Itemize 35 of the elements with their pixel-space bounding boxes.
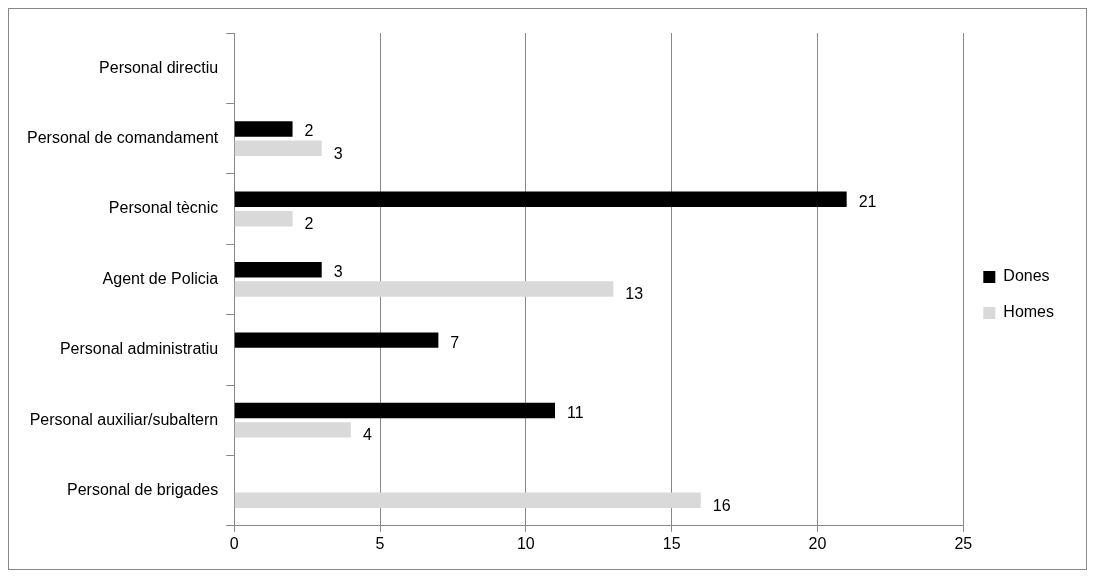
bar [234,121,293,137]
data-label: 11 [567,403,584,421]
x-tick-label: 15 [662,534,681,552]
y-tick-label: Personal de brigades [67,481,219,499]
data-label: 13 [625,285,644,303]
y-tick-label: Agent de Policia [102,269,219,287]
data-label: 21 [858,192,877,210]
data-label: 4 [362,426,372,444]
data-label: 3 [333,144,343,162]
legend-label: Homes [1003,303,1055,321]
bar [234,402,556,419]
y-tick-label: Personal administratiu [59,340,219,358]
data-label: 2 [304,215,314,233]
bar [234,492,701,509]
data-label: 2 [304,122,314,140]
bar [234,140,322,157]
bar [234,191,847,208]
data-label: 7 [450,333,460,351]
x-tick-label: 25 [954,534,973,552]
bar [234,210,293,227]
legend-label: Dones [1003,267,1050,285]
x-tick-label: 10 [516,534,535,552]
data-label: 16 [712,496,731,514]
y-tick-label: Personal directiu [99,58,219,76]
x-tick-label: 20 [808,534,827,552]
bar [234,332,439,348]
bar [234,422,351,438]
bar [234,281,614,297]
x-tick-label: 5 [375,534,385,552]
y-tick-label: Personal tècnic [108,199,219,217]
bar [234,261,322,278]
data-label: 3 [333,263,343,281]
x-tick-label: 0 [229,534,239,552]
y-tick-label: Personal auxiliar/subaltern [29,410,219,428]
y-tick-label: Personal de comandament [26,129,219,147]
